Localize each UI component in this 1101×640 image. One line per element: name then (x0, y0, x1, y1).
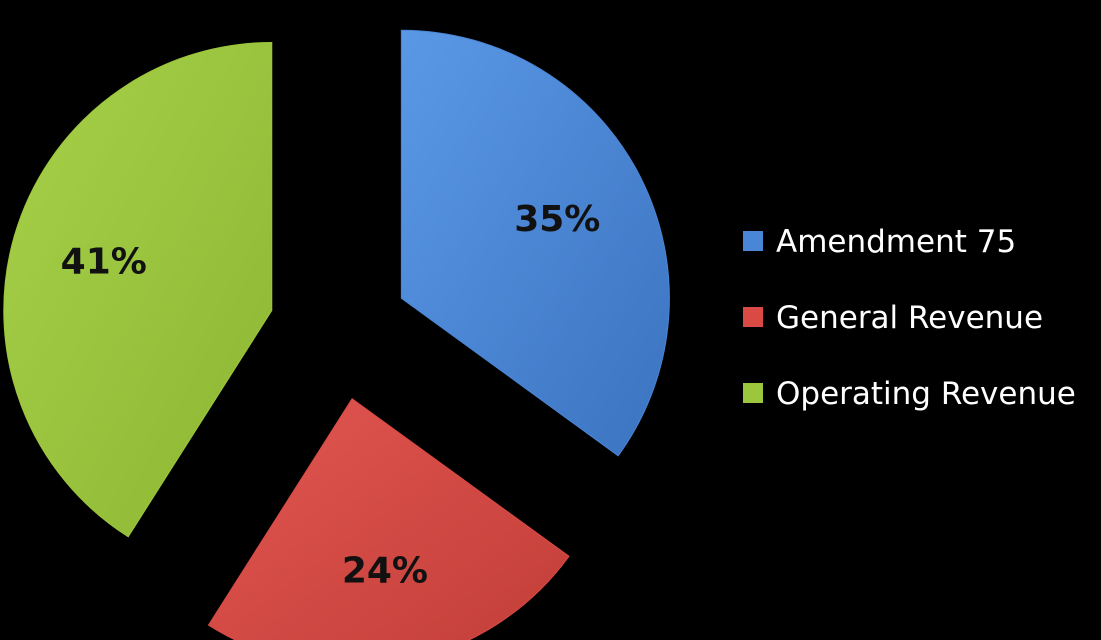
legend: Amendment 75 General Revenue Operating Rev… (743, 224, 1076, 412)
legend-swatch-operating-revenue (743, 383, 763, 403)
data-label-operating-revenue: 41% (61, 242, 147, 283)
pie-slice-general-revenue (207, 398, 570, 640)
pie-slice-amendment-75 (400, 29, 670, 457)
legend-swatch-amendment-75 (743, 231, 763, 251)
legend-swatch-general-revenue (743, 307, 763, 327)
legend-label-general-revenue: General Revenue (776, 300, 1043, 336)
pie-slices (3, 29, 670, 640)
data-label-amendment-75: 35% (514, 199, 600, 240)
pie-slice-operating-revenue (3, 41, 273, 538)
pie-data-labels: 35% 24% 41% (61, 199, 601, 592)
legend-label-operating-revenue: Operating Revenue (776, 376, 1076, 412)
legend-label-amendment-75: Amendment 75 (776, 224, 1016, 260)
data-label-general-revenue: 24% (342, 551, 428, 592)
